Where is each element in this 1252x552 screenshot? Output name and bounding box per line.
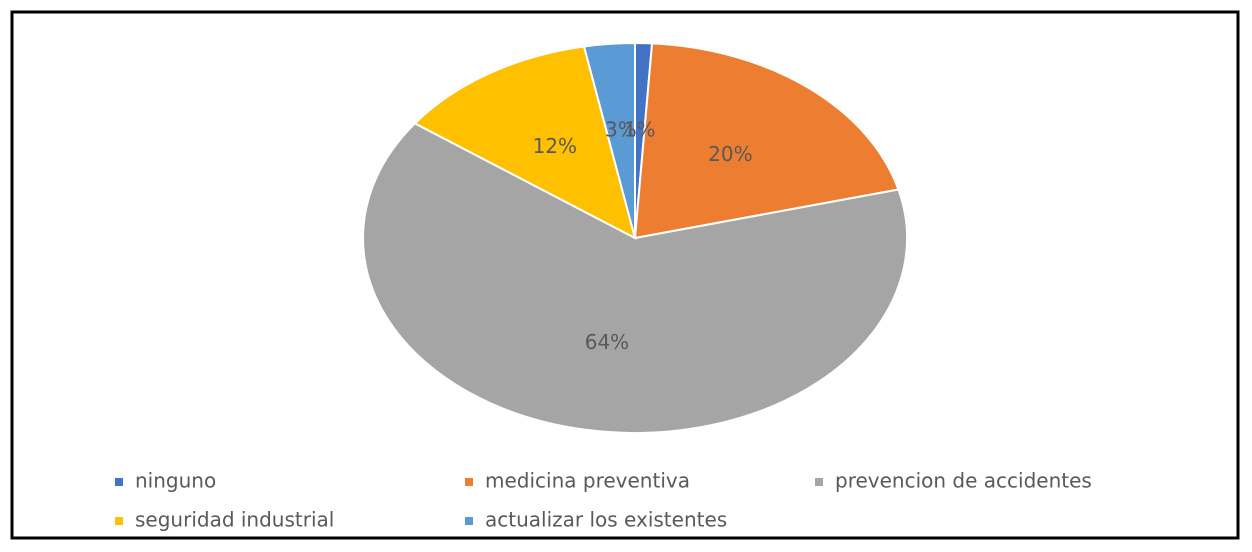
data-label: 20%: [708, 142, 752, 166]
pie-slice: [582, 41, 636, 239]
data-label: 12%: [533, 134, 577, 158]
legend-label: seguridad industrial: [135, 508, 334, 532]
legend-marker: [465, 517, 473, 525]
legend-label: ninguno: [135, 469, 216, 493]
legend-marker: [115, 478, 123, 486]
legend-label: medicina preventiva: [485, 469, 690, 493]
data-label: 64%: [585, 330, 629, 354]
pie-slice: [413, 45, 637, 240]
legend-marker: [465, 478, 473, 486]
legend-label: prevencion de accidentes: [835, 469, 1092, 493]
legend-marker: [115, 517, 123, 525]
legend-label: actualizar los existentes: [485, 508, 727, 532]
legend-marker: [815, 478, 823, 486]
data-label: 1%: [624, 117, 656, 141]
pie-slice: [633, 42, 900, 240]
pie-slice: [362, 122, 908, 434]
data-label: 3%: [605, 118, 637, 142]
